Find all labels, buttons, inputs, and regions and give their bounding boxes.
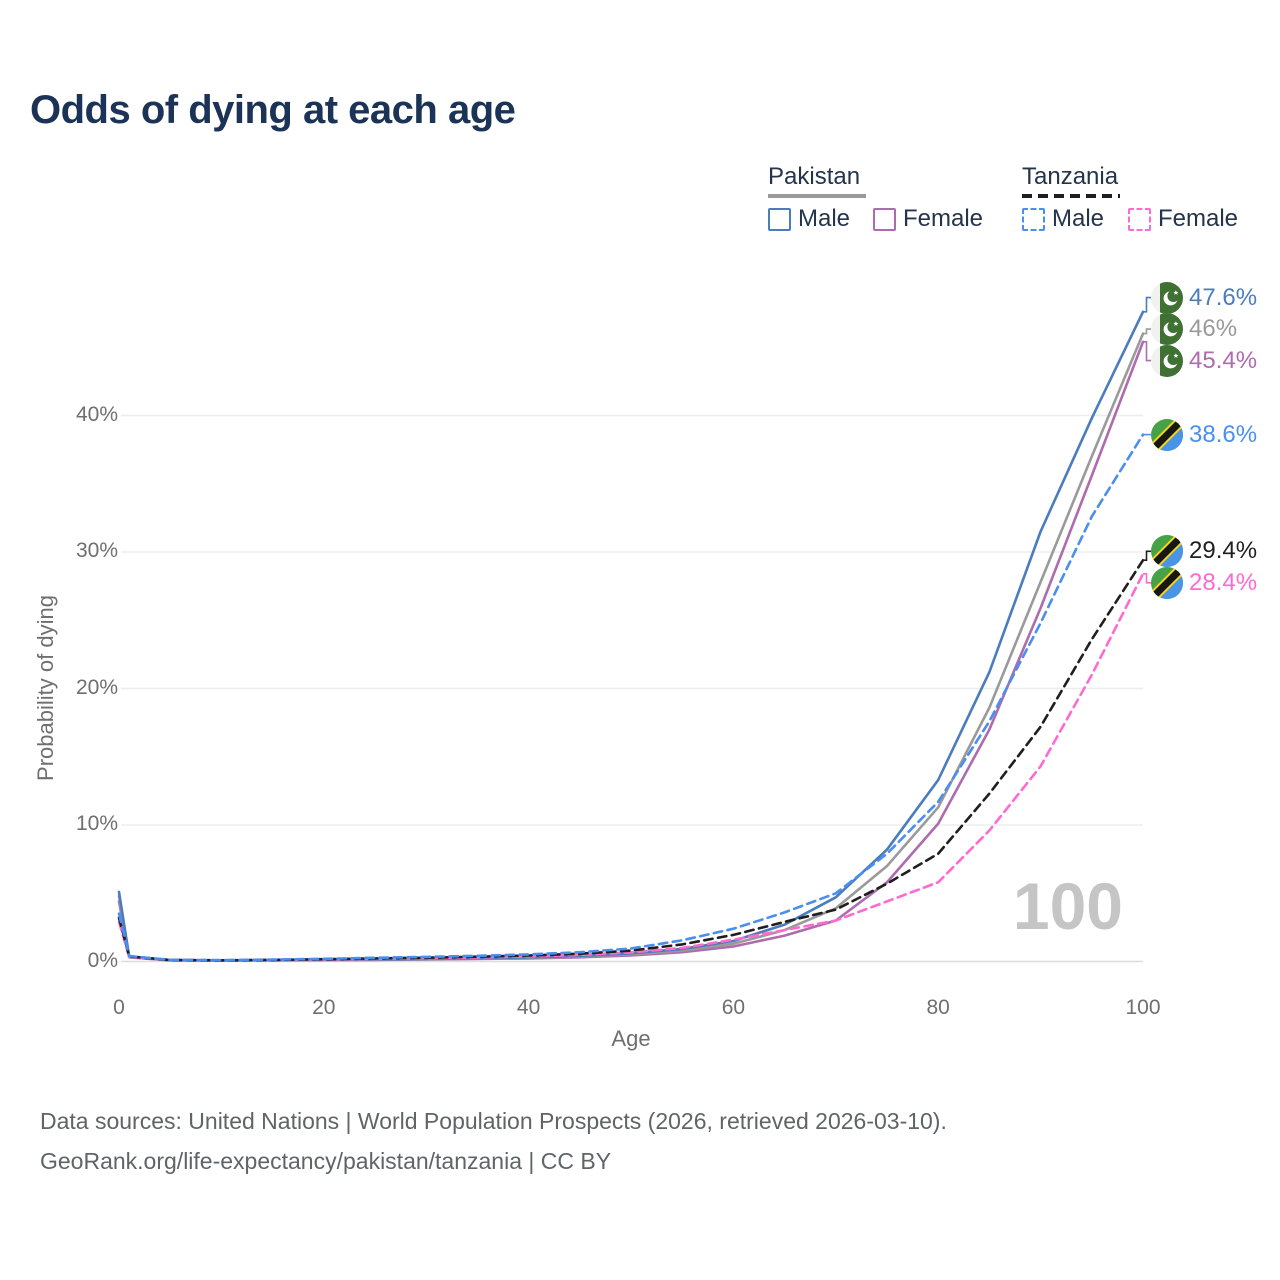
x-axis-title: Age [611, 1026, 651, 1051]
age-counter: 100 [1012, 869, 1123, 943]
tanzania-flag-icon [1151, 418, 1183, 451]
series-line-pakistan-male [117, 310, 1145, 962]
end-label-connector [1143, 573, 1151, 584]
legend-item-label: Female [903, 205, 984, 232]
y-tick-label: 0% [87, 948, 118, 972]
end-label-pakistan-male: 47.6% [1151, 281, 1258, 314]
x-tick-label: 0 [113, 996, 125, 1019]
series-line-pakistan-both-sexes [117, 332, 1145, 962]
end-label-tanzania-both-sexes: 29.4% [1151, 535, 1258, 568]
tanzania-flag-icon [1151, 535, 1183, 568]
legend-item-label: Female [1158, 205, 1239, 232]
attribution-link-text[interactable]: GeoRank.org/life-expectancy/pakistan/tan… [40, 1148, 612, 1174]
end-label-value: 29.4% [1189, 537, 1258, 565]
y-tick-label: 10% [75, 812, 118, 835]
tanzania-flag-icon [1151, 566, 1183, 599]
pakistan-underline [768, 194, 866, 198]
end-label-tanzania-female: 28.4% [1151, 566, 1258, 599]
page-title: Odds of dying at each age [30, 88, 516, 132]
end-label-value: 38.6% [1189, 420, 1258, 448]
legend-item-label: Male [798, 205, 851, 232]
legend-item-pakistan-female[interactable]: Female [873, 205, 983, 233]
tanzania-female-swatch-icon [1128, 207, 1151, 231]
end-label-connector [1143, 341, 1151, 362]
end-label-pakistan-both-sexes: 46% [1151, 313, 1238, 346]
end-label-value: 45.4% [1189, 346, 1258, 374]
pakistan-flag-icon [1151, 344, 1183, 377]
tanzania-underline [1022, 194, 1120, 198]
y-tick-label: 40% [75, 402, 118, 426]
y-tick-label: 30% [75, 539, 118, 562]
legend-item-tanzania-male[interactable]: Male [1022, 205, 1104, 233]
end-label-value: 46% [1189, 315, 1238, 343]
legend-item-tanzania-female[interactable]: Female [1128, 205, 1238, 233]
end-label-value: 28.4% [1189, 568, 1258, 596]
pakistan-flag-icon [1151, 313, 1183, 346]
legend-group-pakistan: Pakistan [768, 163, 861, 190]
end-label-connector [1143, 550, 1151, 561]
legend-item-label: Male [1052, 205, 1105, 232]
x-tick-label: 60 [721, 996, 746, 1019]
data-sources-text: Data sources: United Nations | World Pop… [40, 1108, 947, 1134]
x-tick-label: 40 [516, 996, 541, 1019]
x-tick-label: 20 [312, 996, 336, 1019]
tanzania-male-swatch-icon [1022, 207, 1045, 231]
pakistan-male-swatch-icon [768, 207, 791, 231]
end-label-connector [1143, 296, 1151, 313]
series-line-tanzania-male [117, 433, 1145, 962]
legend-group-tanzania: Tanzania [1022, 163, 1119, 190]
pakistan-female-swatch-icon [873, 207, 896, 231]
x-tick-label: 100 [1125, 996, 1161, 1019]
x-tick-label: 80 [926, 996, 950, 1019]
end-label-connector [1143, 328, 1151, 335]
end-label-value: 47.6% [1189, 283, 1258, 311]
pakistan-flag-icon [1151, 281, 1183, 314]
legend-item-pakistan-male[interactable]: Male [768, 205, 850, 233]
end-label-pakistan-female: 45.4% [1151, 344, 1258, 377]
y-tick-label: 20% [75, 675, 118, 699]
end-label-tanzania-male: 38.6% [1151, 418, 1258, 451]
